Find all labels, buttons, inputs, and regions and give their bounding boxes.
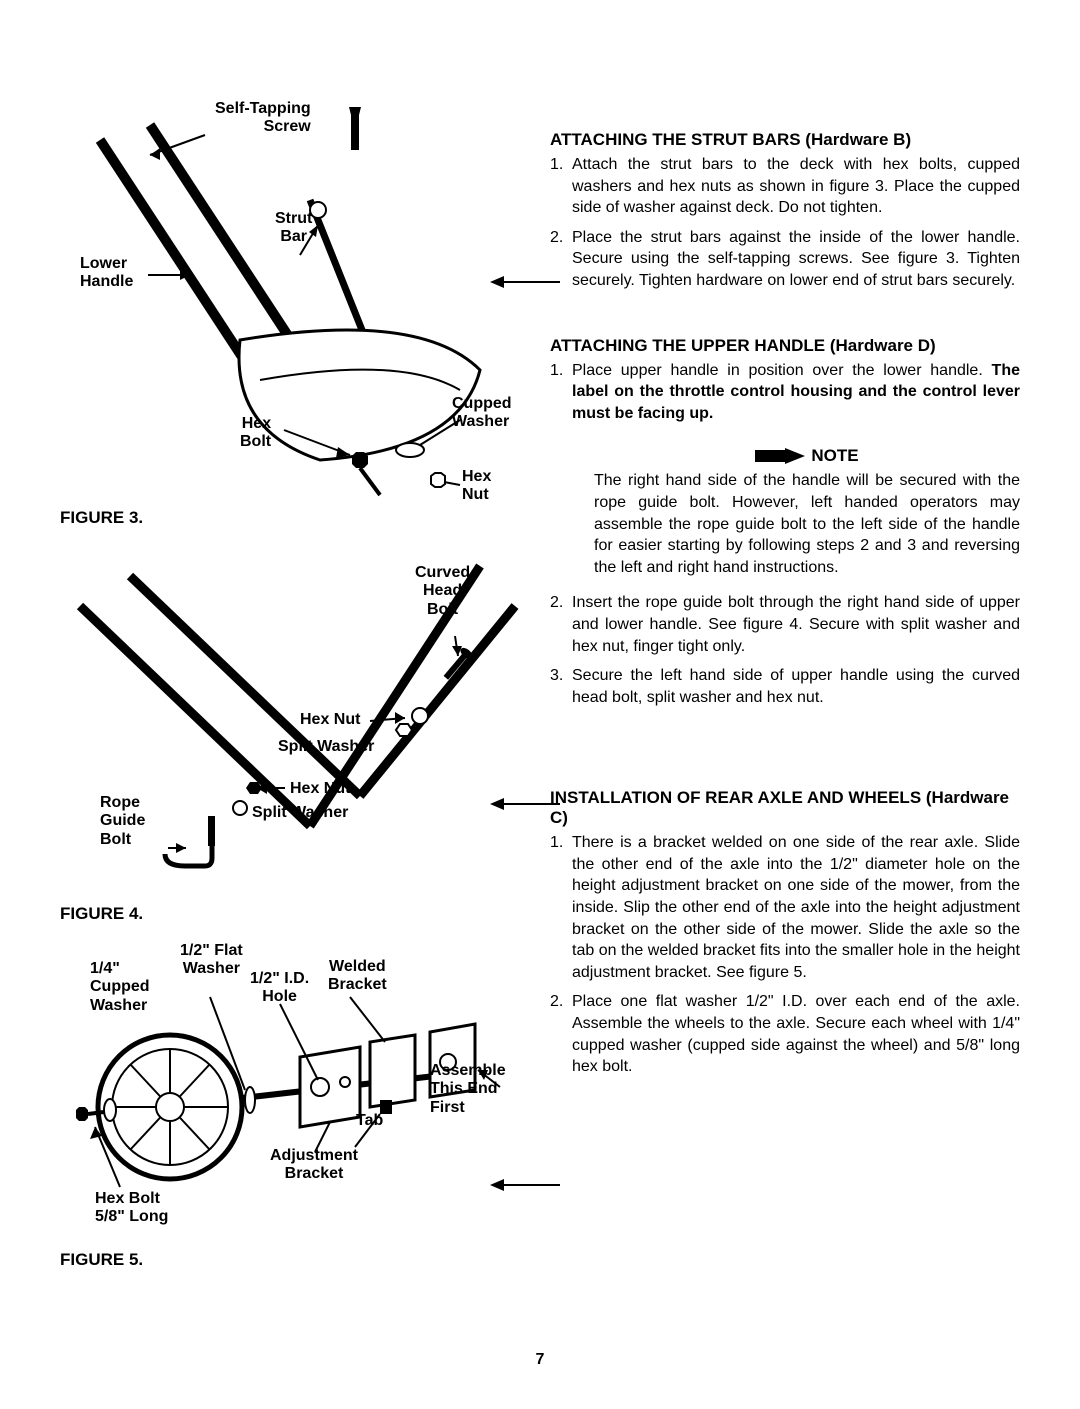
step-text: Place one flat washer 1/2" I.D. over eac… (572, 991, 1020, 1077)
step-text: Place upper handle in position over the … (572, 360, 1020, 425)
upper-steps-after: 2. Insert the rope guide bolt through th… (550, 592, 1020, 716)
fig5-label-tab: Tab (356, 1112, 383, 1130)
fig4-label-hex-nut-bottom: Hex Nut (290, 780, 350, 798)
fig5-label-welded-bracket: WeldedBracket (328, 958, 387, 995)
strut-steps: 1. Attach the strut bars to the deck wit… (550, 154, 1020, 300)
step-text-pre: Place upper handle in position over the … (572, 362, 992, 379)
ref-arrow-icon (490, 797, 560, 811)
step-text: Insert the rope guide bolt through the r… (572, 592, 1020, 657)
list-item: 1. There is a bracket welded on one side… (550, 832, 1020, 983)
figure-4: CurvedHeadBolt Hex Nut Split Washer Hex … (60, 546, 520, 896)
figure-3-caption: FIGURE 3. (60, 508, 520, 528)
upper-steps-before: 1. Place upper handle in position over t… (550, 360, 1020, 433)
fig5-label-flat-washer: 1/2" FlatWasher (180, 942, 243, 979)
fig3-label-lower-handle: LowerHandle (80, 255, 133, 292)
list-item: 1. Place upper handle in position over t… (550, 360, 1020, 425)
step-text: Attach the strut bars to the deck with h… (572, 154, 1020, 219)
note-heading: NOTE (594, 446, 1020, 466)
fig4-label-split-washer-bottom: Split Washer (252, 804, 348, 822)
fig5-label-adj-bracket: AdjustmentBracket (270, 1147, 358, 1184)
step-number: 2. (550, 991, 572, 1077)
step-number: 2. (550, 592, 572, 657)
figures-column: Self-TappingScrew StrutBar LowerHandle H… (60, 80, 520, 1288)
list-item: 2. Place one flat washer 1/2" I.D. over … (550, 991, 1020, 1077)
fig5-label-hex-bolt: Hex Bolt5/8" Long (95, 1190, 168, 1227)
ref-arrow-icon (490, 275, 560, 289)
fig4-label-split-washer-top: Split Washer (278, 738, 374, 756)
step-number: 3. (550, 665, 572, 708)
axle-steps: 1. There is a bracket welded on one side… (550, 832, 1020, 1086)
fig3-label-cupped-washer: CuppedWasher (452, 395, 512, 432)
step-text: Place the strut bars against the inside … (572, 227, 1020, 292)
note-block: NOTE The right hand side of the handle w… (594, 446, 1020, 578)
fig3-label-hex-bolt: HexBolt (240, 415, 271, 452)
page-number: 7 (536, 1351, 545, 1369)
step-text: There is a bracket welded on one side of… (572, 832, 1020, 983)
fig3-label-strut: StrutBar (275, 210, 312, 247)
figure-3: Self-TappingScrew StrutBar LowerHandle H… (60, 80, 520, 500)
step-text: Secure the left hand side of upper handl… (572, 665, 1020, 708)
fig4-label-rope-guide: RopeGuideBolt (100, 794, 145, 849)
section-axle-title: INSTALLATION OF REAR AXLE AND WHEELS (Ha… (550, 788, 1020, 828)
section-upper-title: ATTACHING THE UPPER HANDLE (Hardware D) (550, 336, 1020, 356)
fig5-label-id-hole: 1/2" I.D.Hole (250, 970, 309, 1007)
fig3-label-hex-nut: HexNut (462, 468, 491, 505)
figure-5: 1/2" FlatWasher 1/4"CuppedWasher 1/2" I.… (60, 942, 520, 1242)
fig4-label-hex-nut-top: Hex Nut (300, 711, 360, 729)
page-content: Self-TappingScrew StrutBar LowerHandle H… (60, 80, 1020, 1288)
list-item: 1. Attach the strut bars to the deck wit… (550, 154, 1020, 219)
fig3-label-screw: Self-TappingScrew (215, 100, 311, 137)
list-item: 2. Insert the rope guide bolt through th… (550, 592, 1020, 657)
step-number: 1. (550, 154, 572, 219)
note-body: The right hand side of the handle will b… (594, 470, 1020, 578)
figure-5-caption: FIGURE 5. (60, 1250, 520, 1270)
figure-4-caption: FIGURE 4. (60, 904, 520, 924)
section-strut-title: ATTACHING THE STRUT BARS (Hardware B) (550, 130, 1020, 150)
list-item: 3. Secure the left hand side of upper ha… (550, 665, 1020, 708)
note-label: NOTE (811, 446, 858, 466)
list-item: 2. Place the strut bars against the insi… (550, 227, 1020, 292)
ref-arrow-icon (490, 1178, 560, 1192)
step-number: 1. (550, 832, 572, 983)
step-number: 1. (550, 360, 572, 425)
instructions-column: ATTACHING THE STRUT BARS (Hardware B) 1.… (550, 80, 1020, 1288)
fig5-label-assemble-first: AssembleThis EndFirst (430, 1062, 506, 1117)
fig5-label-cupped-washer: 1/4"CuppedWasher (90, 960, 150, 1015)
fig4-label-curved-bolt: CurvedHeadBolt (415, 564, 470, 619)
note-arrow-icon (755, 448, 805, 464)
